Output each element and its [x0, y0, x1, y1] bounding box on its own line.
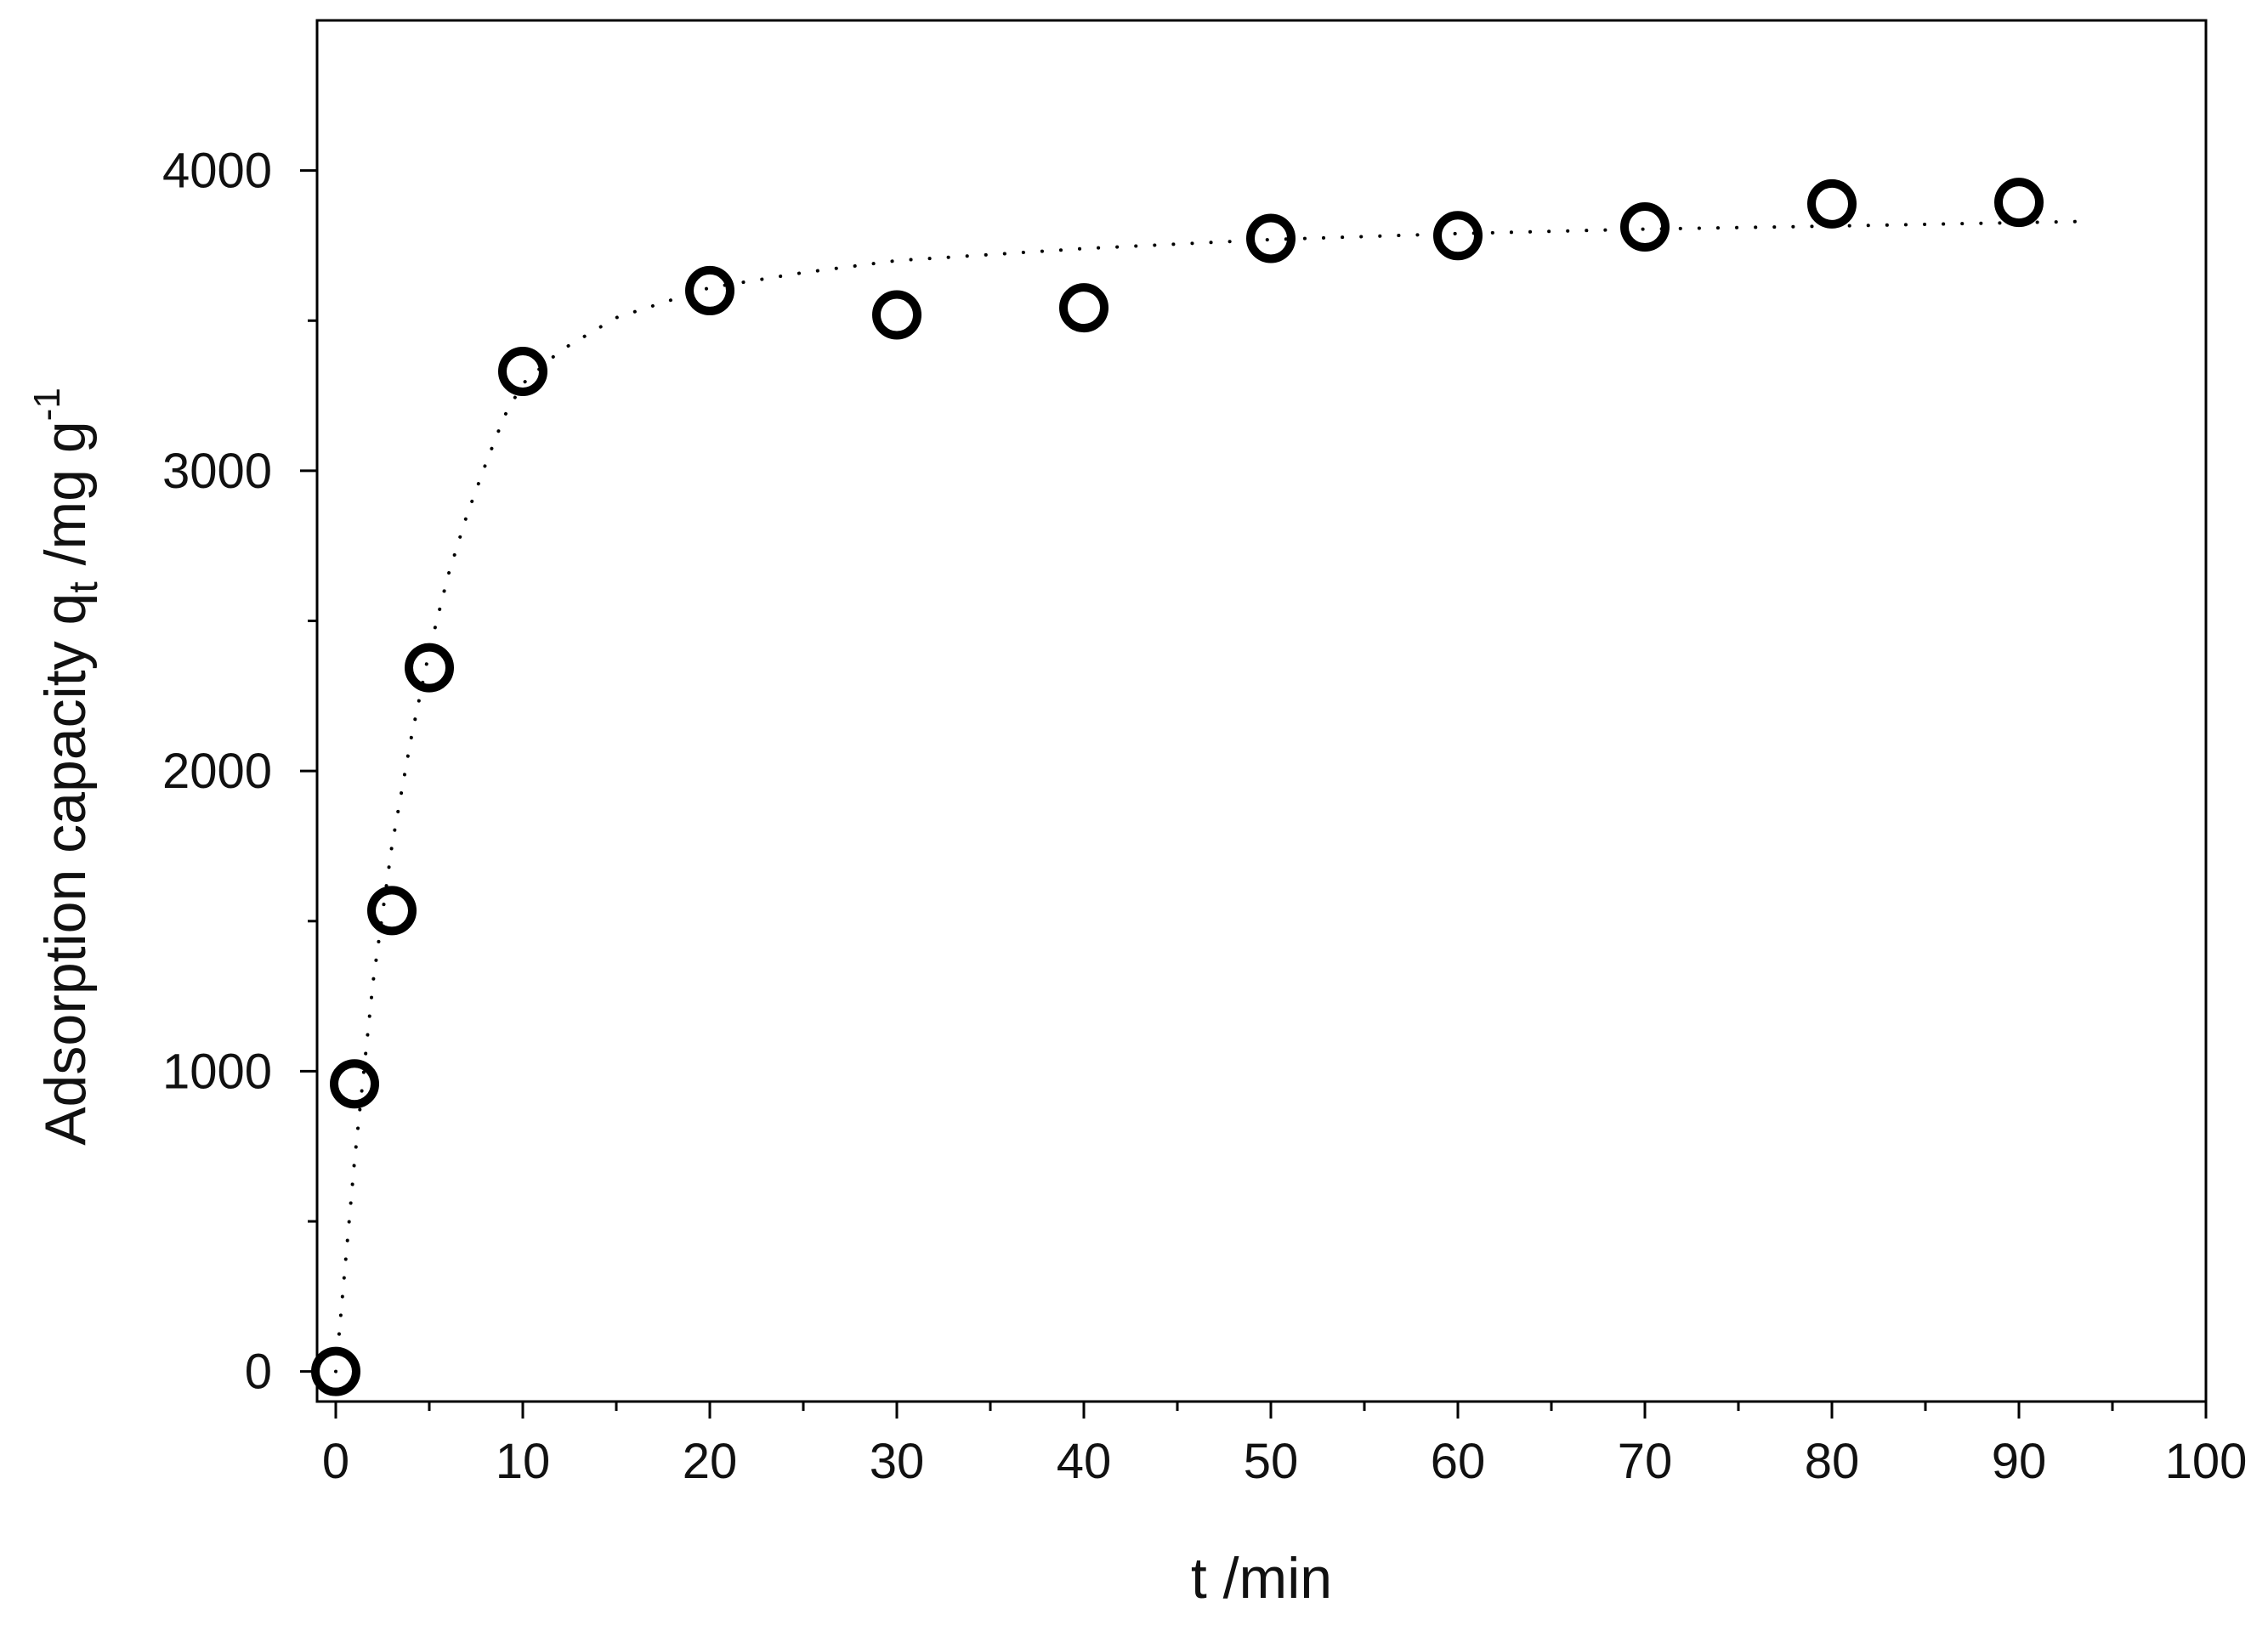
y-label-sub: t [61, 581, 106, 592]
y-label-sup: -1 [26, 388, 68, 421]
y-tick-label: 3000 [162, 444, 272, 499]
marker [1620, 202, 1670, 252]
y-tick-label: 2000 [162, 744, 272, 799]
marker [685, 265, 734, 315]
x-tick-label: 40 [1057, 1434, 1112, 1489]
x-axis-label: t /min [1191, 1546, 1332, 1611]
x-tick-label: 20 [683, 1434, 738, 1489]
x-tick-label: 60 [1431, 1434, 1486, 1489]
marker [367, 886, 417, 936]
y-axis-label: Adsorption capacity qt /mg g-1 [26, 388, 106, 1146]
y-tick-label: 1000 [162, 1044, 272, 1099]
x-tick-label: 100 [2165, 1434, 2248, 1489]
marker [872, 290, 921, 340]
y-tick-label: 0 [245, 1345, 272, 1400]
x-tick-label: 10 [496, 1434, 551, 1489]
marker [311, 1346, 360, 1396]
marker [330, 1059, 379, 1109]
x-tick-label: 90 [1992, 1434, 2047, 1489]
marker [1807, 178, 1857, 229]
marker [1994, 178, 2044, 228]
plot-frame [315, 19, 2208, 1403]
y-label-main: Adsorption capacity q [33, 593, 98, 1146]
x-tick-label: 50 [1244, 1434, 1299, 1489]
marker [1059, 283, 1108, 333]
marker [1246, 213, 1296, 263]
y-tick-label: 4000 [162, 144, 272, 199]
x-tick-label: 70 [1618, 1434, 1673, 1489]
y-label-unit: /mg g [33, 421, 98, 581]
marker [405, 643, 454, 693]
x-tick-label: 80 [1805, 1434, 1860, 1489]
marker [1433, 211, 1483, 261]
fit-curve [334, 219, 2077, 1373]
x-tick-label: 30 [870, 1434, 925, 1489]
marker [498, 346, 547, 396]
x-tick-label: 0 [322, 1434, 349, 1489]
